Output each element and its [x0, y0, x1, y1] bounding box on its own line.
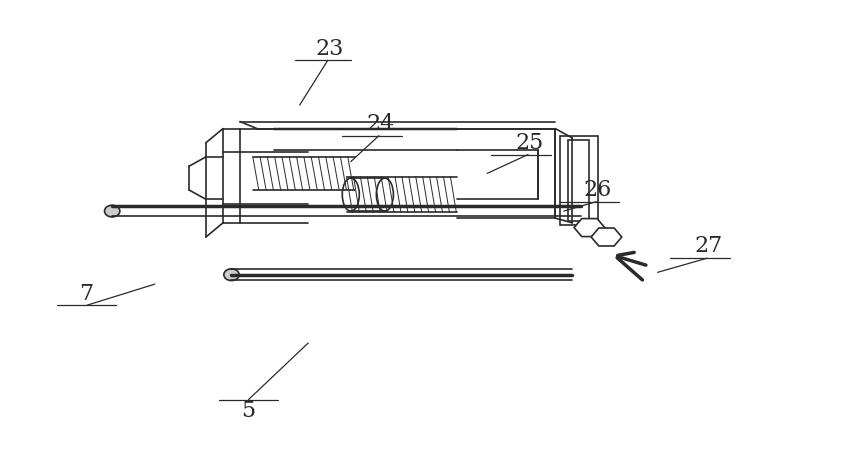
Text: 25: 25 — [516, 132, 544, 154]
Text: 23: 23 — [315, 37, 344, 60]
FancyArrowPatch shape — [617, 253, 634, 255]
Ellipse shape — [224, 269, 239, 281]
Ellipse shape — [104, 205, 120, 217]
Text: 27: 27 — [694, 236, 722, 257]
Bar — [568, 140, 589, 220]
Polygon shape — [591, 228, 622, 246]
FancyArrowPatch shape — [617, 256, 646, 265]
Ellipse shape — [342, 178, 359, 211]
Text: 5: 5 — [241, 401, 256, 422]
Text: 26: 26 — [584, 179, 612, 201]
Ellipse shape — [376, 178, 393, 211]
Text: 24: 24 — [367, 113, 395, 135]
FancyArrowPatch shape — [617, 258, 642, 280]
Polygon shape — [574, 219, 604, 237]
Bar — [559, 136, 598, 225]
Text: 7: 7 — [80, 283, 94, 305]
